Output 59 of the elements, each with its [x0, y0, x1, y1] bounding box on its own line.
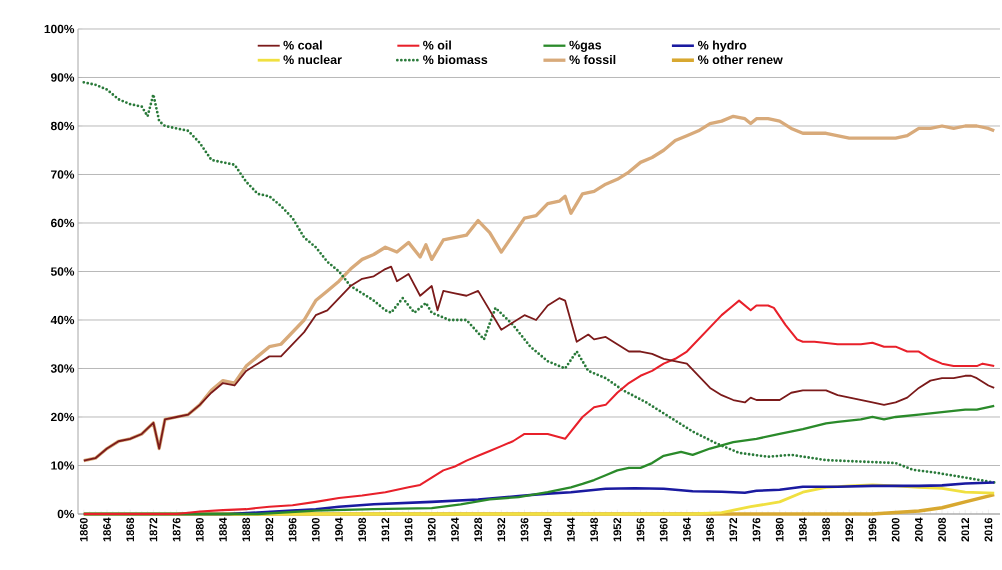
y-tick-label: 70% — [51, 170, 75, 179]
x-tick-label: 1964 — [683, 517, 691, 542]
x-tick-label: 1956 — [636, 517, 645, 542]
x-tick-label: 2004 — [914, 517, 923, 542]
x-tick-label: 1860 — [79, 517, 88, 542]
x-tick-label: 1996 — [868, 517, 877, 542]
x-tick-label: 1864 — [103, 517, 111, 542]
x-tick-label: 2016 — [984, 517, 993, 542]
x-tick-label: 1952 — [613, 517, 622, 542]
y-tick-label: 30% — [50, 364, 75, 373]
y-tick-label: 10% — [51, 461, 75, 470]
x-tick-label: 1920 — [427, 517, 436, 542]
x-tick-label: 1976 — [752, 517, 761, 542]
x-tick-label: 1892 — [265, 517, 274, 542]
x-tick-label: 1972 — [729, 517, 738, 542]
x-tick-label: 1872 — [149, 517, 158, 542]
y-tick-label: 20% — [50, 412, 75, 422]
x-tick-label: 1960 — [659, 517, 668, 542]
y-tick-label: 0% — [57, 509, 75, 519]
x-tick-label: 1916 — [404, 517, 413, 542]
x-tick-label: 1944 — [567, 517, 575, 542]
y-tick-label: 80% — [50, 121, 75, 131]
x-tick-label: 1888 — [242, 517, 251, 542]
x-tick-label: 1932 — [497, 517, 506, 542]
x-tick-label: 1948 — [590, 517, 598, 542]
legend-label: % fossil — [569, 54, 616, 65]
x-tick-label: 1968 — [706, 517, 714, 542]
x-tick-label: 1924 — [451, 517, 459, 542]
x-tick-label: 1980 — [775, 517, 784, 542]
x-tick-label: 1992 — [845, 517, 854, 542]
legend-label: % biomass — [423, 54, 488, 65]
x-tick-label: 1908 — [358, 517, 367, 542]
y-tick-label: 40% — [50, 315, 75, 325]
y-tick-label: 100% — [44, 24, 75, 34]
x-tick-label: 1988 — [822, 517, 830, 542]
x-tick-label: 1896 — [288, 517, 297, 542]
legend-label: % other renew — [697, 54, 783, 65]
x-tick-label: 2008 — [938, 517, 946, 542]
x-tick-label: 1936 — [520, 517, 529, 542]
legend-label: % hydro — [697, 40, 747, 53]
x-tick-label: 1880 — [195, 517, 204, 542]
y-tick-label: 60% — [50, 218, 75, 228]
x-tick-label: 1884 — [219, 517, 227, 542]
y-tick-label: 90% — [50, 73, 75, 82]
x-tick-label: 2000 — [891, 517, 900, 542]
x-tick-label: 1904 — [335, 517, 343, 542]
legend-label: % oil — [423, 40, 451, 50]
legend-label: % coal — [283, 40, 322, 50]
x-tick-label: 1940 — [543, 517, 552, 542]
x-tick-label: 1868 — [126, 517, 135, 542]
legend-label: %gas — [569, 40, 602, 52]
x-tick-label: 1928 — [474, 517, 482, 542]
x-tick-label: 1876 — [172, 517, 181, 542]
x-tick-label: 1900 — [311, 517, 320, 542]
x-tick-label: 1984 — [798, 517, 807, 542]
legend-label: % nuclear — [283, 54, 342, 65]
x-tick-label: 2012 — [961, 517, 970, 542]
y-tick-label: 50% — [50, 267, 75, 276]
x-tick-label: 1912 — [381, 517, 390, 542]
